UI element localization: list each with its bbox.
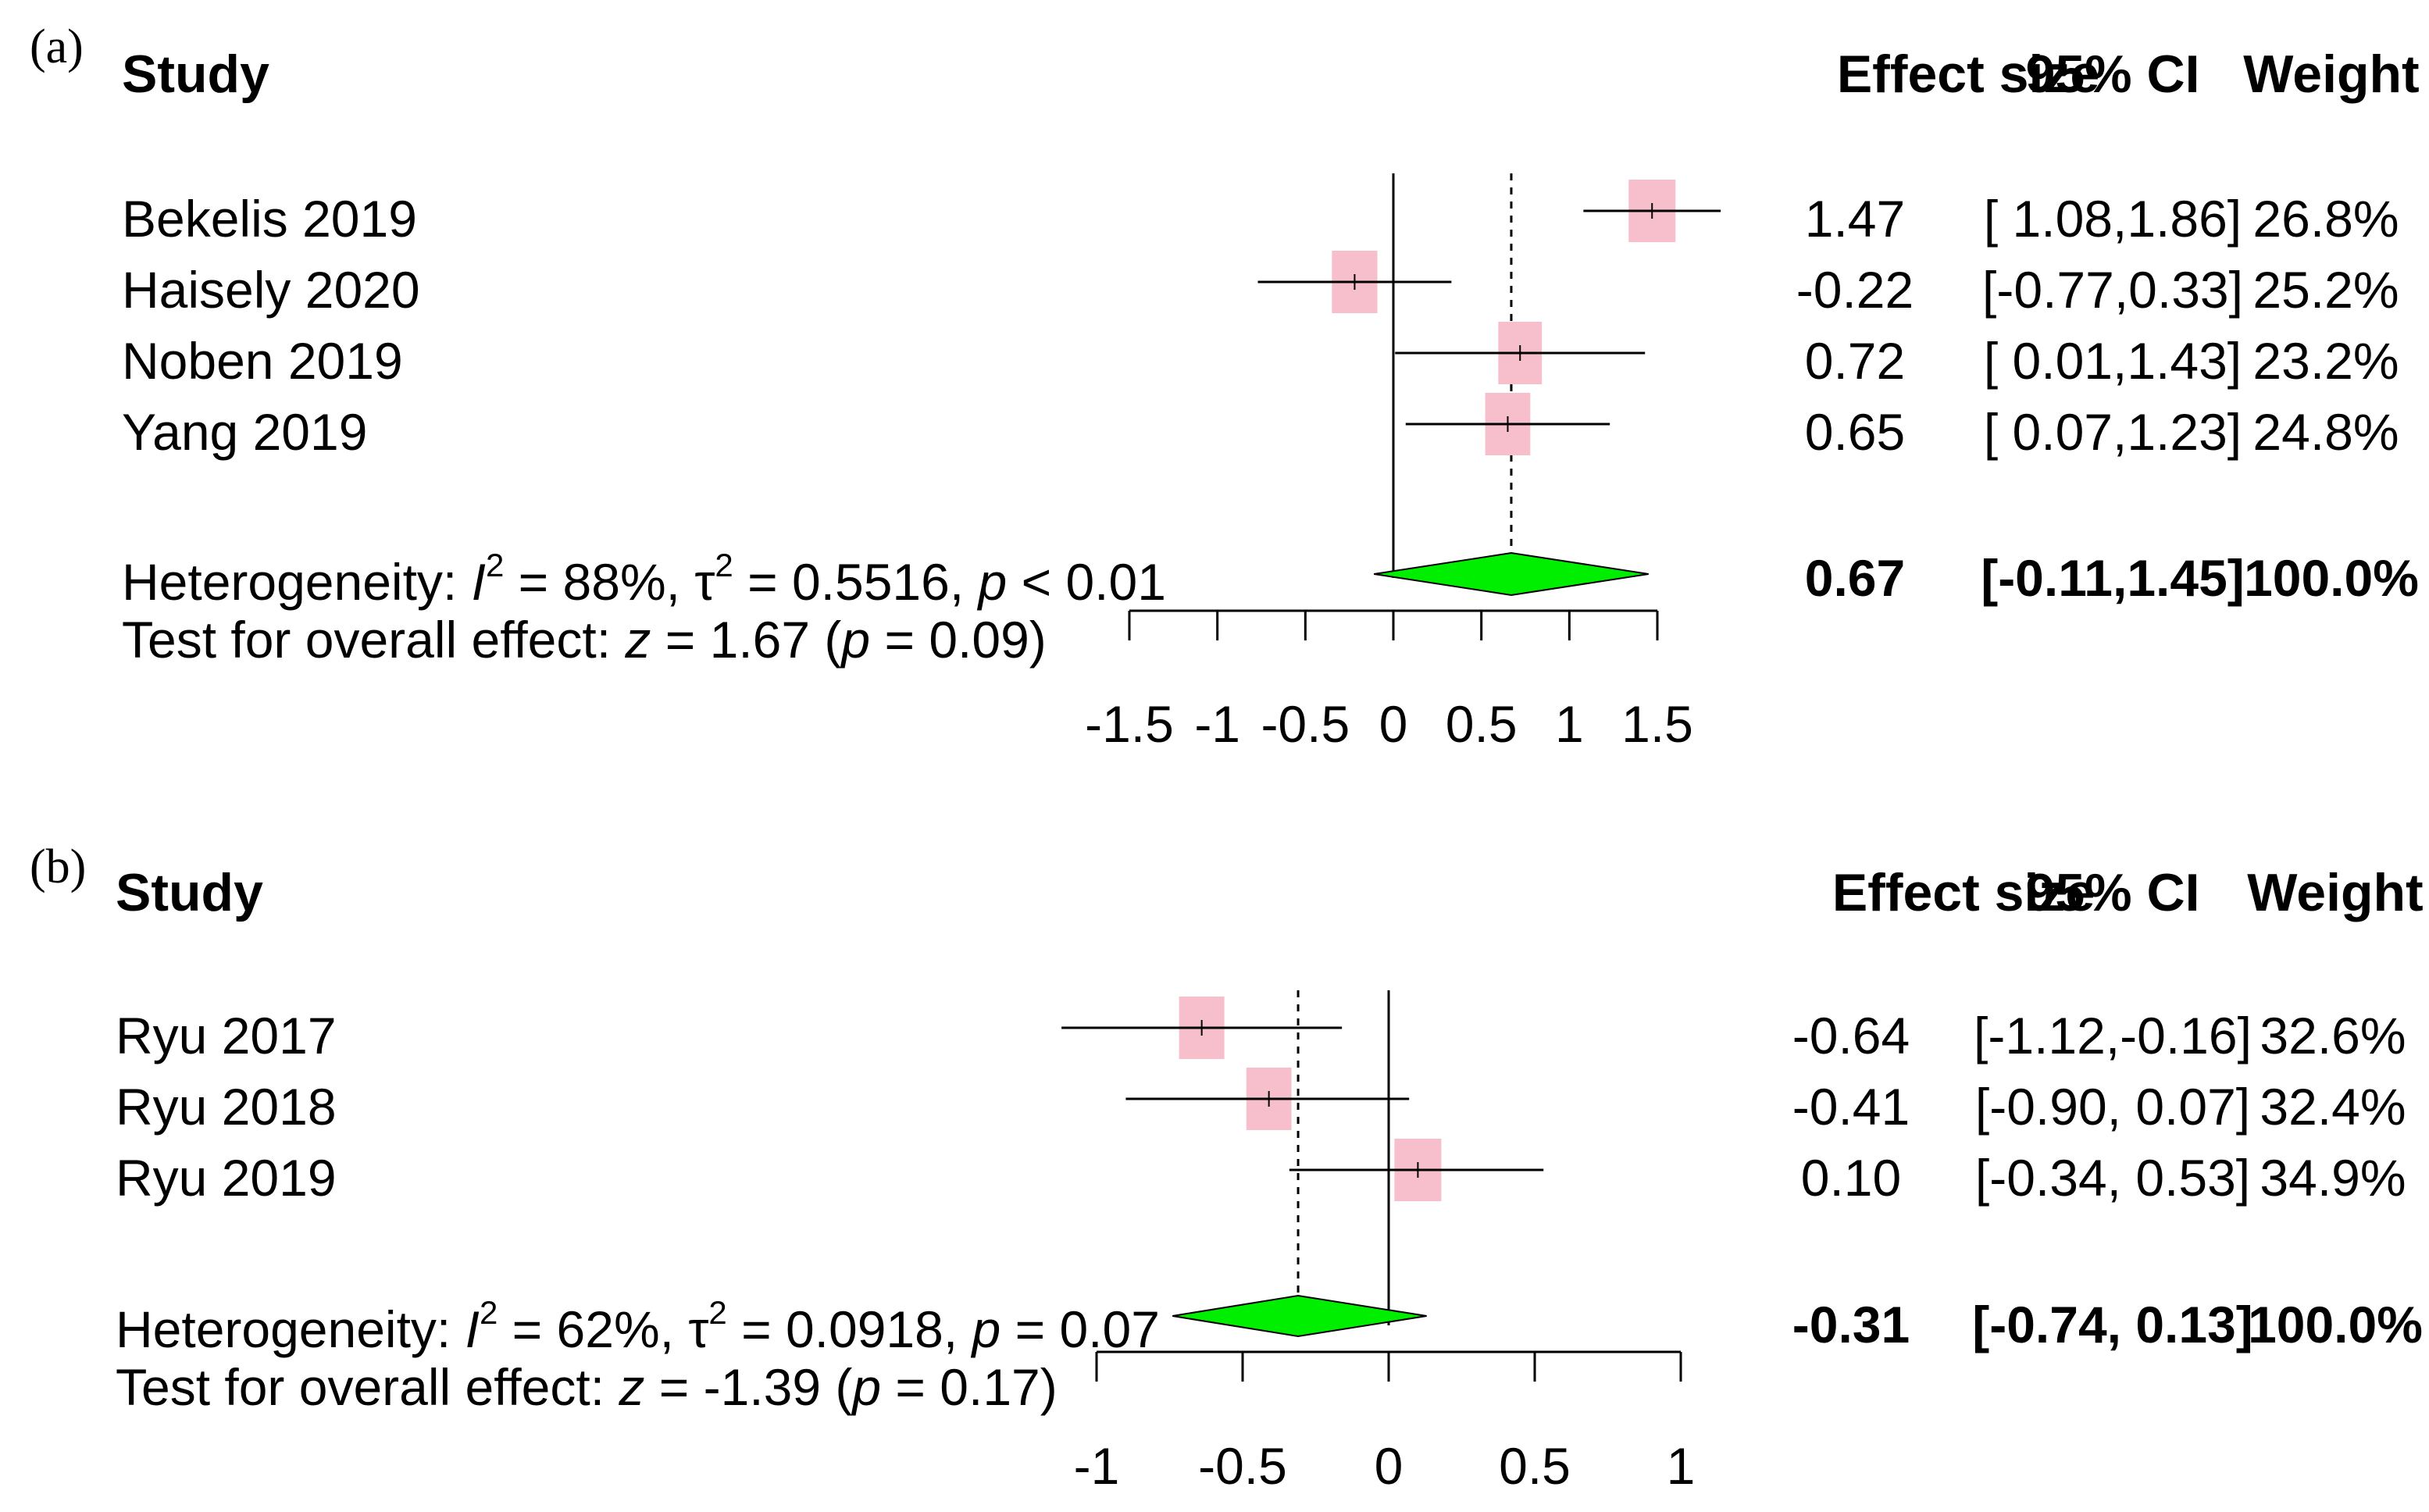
- pooled-effect-diamond: [1172, 1294, 1427, 1338]
- forest-panel-a: (a) Study Effect size 95% CI Weight Beke…: [30, 20, 2420, 753]
- ci-value: [-1.12,-0.16]: [1974, 1007, 2252, 1064]
- x-axis-tick-label: 1: [1555, 695, 1584, 753]
- x-axis-tick-label: 0.5: [1446, 695, 1518, 753]
- pooled-ci-value: [-0.74, 0.13]: [1972, 1296, 2253, 1353]
- weight-value: 34.9%: [2260, 1149, 2406, 1207]
- ci-value: [ 1.08,1.86]: [1984, 190, 2242, 248]
- study-row: Ryu 2019 0.10 [-0.34, 0.53] 34.9%: [116, 1149, 2406, 1207]
- study-row: Ryu 2018 -0.41 [-0.90, 0.07] 32.4%: [116, 1078, 2406, 1136]
- x-axis-tick-label: 1.5: [1621, 695, 1693, 753]
- overall-effect-test-text: Test for overall effect: z = 1.67 (p = 0…: [122, 611, 1047, 669]
- weight-value: 24.8%: [2252, 403, 2399, 461]
- x-axis-tick-label: -1: [1074, 1437, 1120, 1495]
- pooled-effect-value: -0.31: [1792, 1296, 1910, 1353]
- pooled-weight-value: 100.0%: [2244, 549, 2419, 607]
- x-axis-tick-label: 0.5: [1499, 1437, 1571, 1495]
- header-study: Study: [116, 863, 263, 922]
- pooled-effect-diamond: [1374, 551, 1649, 597]
- panel-label-b: (b): [30, 840, 86, 893]
- study-name: Ryu 2018: [116, 1078, 337, 1136]
- overall-effect-test-text: Test for overall effect: z = -1.39 (p = …: [116, 1358, 1058, 1416]
- header-weight: Weight: [2243, 45, 2419, 104]
- study-row: Ryu 2017 -0.64 [-1.12,-0.16] 32.6%: [116, 1007, 2406, 1064]
- pooled-effect-value: 0.67: [1805, 549, 1905, 607]
- x-axis-tick-label: -1: [1194, 695, 1240, 753]
- ci-value: [ 0.07,1.23]: [1984, 403, 2242, 461]
- heterogeneity-text: Heterogeneity: I2 = 88%, τ2 = 0.5516, p …: [122, 547, 1166, 611]
- forest-panel-b: (b) Study Effect size 95% CI Weight Ryu …: [30, 840, 2424, 1495]
- effect-size-value: 0.10: [1801, 1149, 1901, 1207]
- header-95-ci: 95% CI: [2026, 45, 2200, 104]
- x-axis-tick-label: 0: [1375, 1437, 1404, 1495]
- header-95-ci: 95% CI: [2026, 863, 2200, 922]
- ci-value: [-0.90, 0.07]: [1975, 1078, 2250, 1136]
- header-effect-size: Effect size: [1837, 45, 2099, 104]
- effect-size-value: -0.22: [1796, 261, 1914, 319]
- ci-value: [-0.77,0.33]: [1982, 261, 2243, 319]
- study-rows: Bekelis 2019 1.47 [ 1.08,1.86] 26.8% Hai…: [122, 190, 2399, 461]
- weight-value: 23.2%: [2252, 332, 2399, 390]
- forest-plot-area-a: -1.5 -1 -0.5 0 0.5 1 1.5: [1085, 173, 1721, 753]
- study-name: Yang 2019: [122, 403, 367, 461]
- x-axis-tick-label: -0.5: [1198, 1437, 1287, 1495]
- effect-size-value: 1.47: [1805, 190, 1905, 248]
- study-row: Haisely 2020 -0.22 [-0.77,0.33] 25.2%: [122, 261, 2399, 319]
- effect-size-value: -0.64: [1792, 1007, 1910, 1064]
- x-axis-tick-label: -0.5: [1261, 695, 1350, 753]
- weight-value: 32.6%: [2260, 1007, 2406, 1064]
- weight-value: 26.8%: [2252, 190, 2399, 248]
- study-row: Bekelis 2019 1.47 [ 1.08,1.86] 26.8%: [122, 190, 2399, 248]
- study-name: Noben 2019: [122, 332, 403, 390]
- heterogeneity-text: Heterogeneity: I2 = 62%, τ2 = 0.0918, p …: [116, 1294, 1160, 1358]
- x-axis-tick-label: 0: [1379, 695, 1408, 753]
- study-row: Yang 2019 0.65 [ 0.07,1.23] 24.8%: [122, 403, 2399, 461]
- ci-value: [-0.34, 0.53]: [1975, 1149, 2250, 1207]
- effect-size-value: 0.72: [1805, 332, 1905, 390]
- pooled-weight-value: 100.0%: [2248, 1296, 2423, 1353]
- study-name: Ryu 2019: [116, 1149, 337, 1207]
- x-axis-tick-label: 1: [1667, 1437, 1696, 1495]
- pooled-ci-value: [-0.11,1.45]: [1981, 549, 2245, 607]
- header-effect-size: Effect size: [1832, 863, 2095, 922]
- study-name: Haisely 2020: [122, 261, 420, 319]
- study-rows: Ryu 2017 -0.64 [-1.12,-0.16] 32.6% Ryu 2…: [116, 1007, 2406, 1207]
- x-axis-tick-label: -1.5: [1085, 695, 1174, 753]
- header-weight: Weight: [2247, 863, 2423, 922]
- study-row: Noben 2019 0.72 [ 0.01,1.43] 23.2%: [122, 332, 2399, 390]
- study-name: Bekelis 2019: [122, 190, 417, 248]
- study-name: Ryu 2017: [116, 1007, 337, 1064]
- ci-value: [ 0.01,1.43]: [1984, 332, 2242, 390]
- effect-size-value: 0.65: [1805, 403, 1905, 461]
- panel-label-a: (a): [30, 20, 84, 73]
- header-study: Study: [122, 45, 269, 104]
- weight-value: 32.4%: [2260, 1078, 2406, 1136]
- weight-value: 25.2%: [2252, 261, 2399, 319]
- effect-size-value: -0.41: [1792, 1078, 1910, 1136]
- forest-plot-area-b: -1 -0.5 0 0.5 1: [1061, 990, 1695, 1495]
